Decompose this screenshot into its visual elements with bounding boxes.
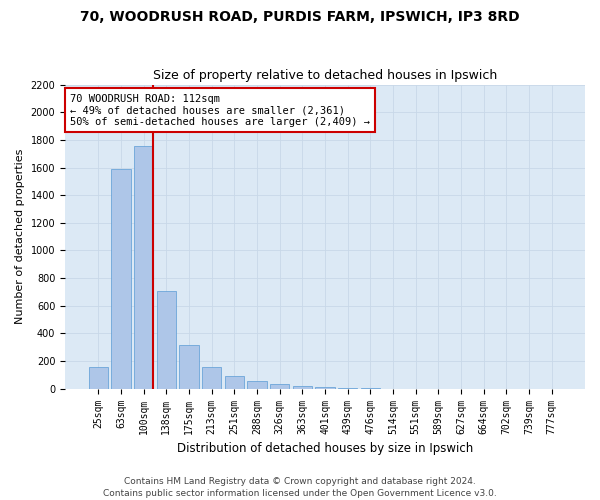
Bar [224, 376, 244, 388]
Bar [247, 381, 266, 388]
Text: Contains HM Land Registry data © Crown copyright and database right 2024.
Contai: Contains HM Land Registry data © Crown c… [103, 476, 497, 498]
Bar [293, 386, 312, 388]
Title: Size of property relative to detached houses in Ipswich: Size of property relative to detached ho… [153, 69, 497, 82]
Bar [270, 384, 289, 388]
Text: 70, WOODRUSH ROAD, PURDIS FARM, IPSWICH, IP3 8RD: 70, WOODRUSH ROAD, PURDIS FARM, IPSWICH,… [80, 10, 520, 24]
Bar [316, 387, 335, 388]
Bar [134, 146, 153, 388]
Bar [179, 345, 199, 389]
Text: 70 WOODRUSH ROAD: 112sqm
← 49% of detached houses are smaller (2,361)
50% of sem: 70 WOODRUSH ROAD: 112sqm ← 49% of detach… [70, 94, 370, 127]
X-axis label: Distribution of detached houses by size in Ipswich: Distribution of detached houses by size … [177, 442, 473, 455]
Y-axis label: Number of detached properties: Number of detached properties [15, 149, 25, 324]
Bar [157, 291, 176, 388]
Bar [202, 366, 221, 388]
Bar [112, 169, 131, 388]
Bar [89, 368, 108, 388]
